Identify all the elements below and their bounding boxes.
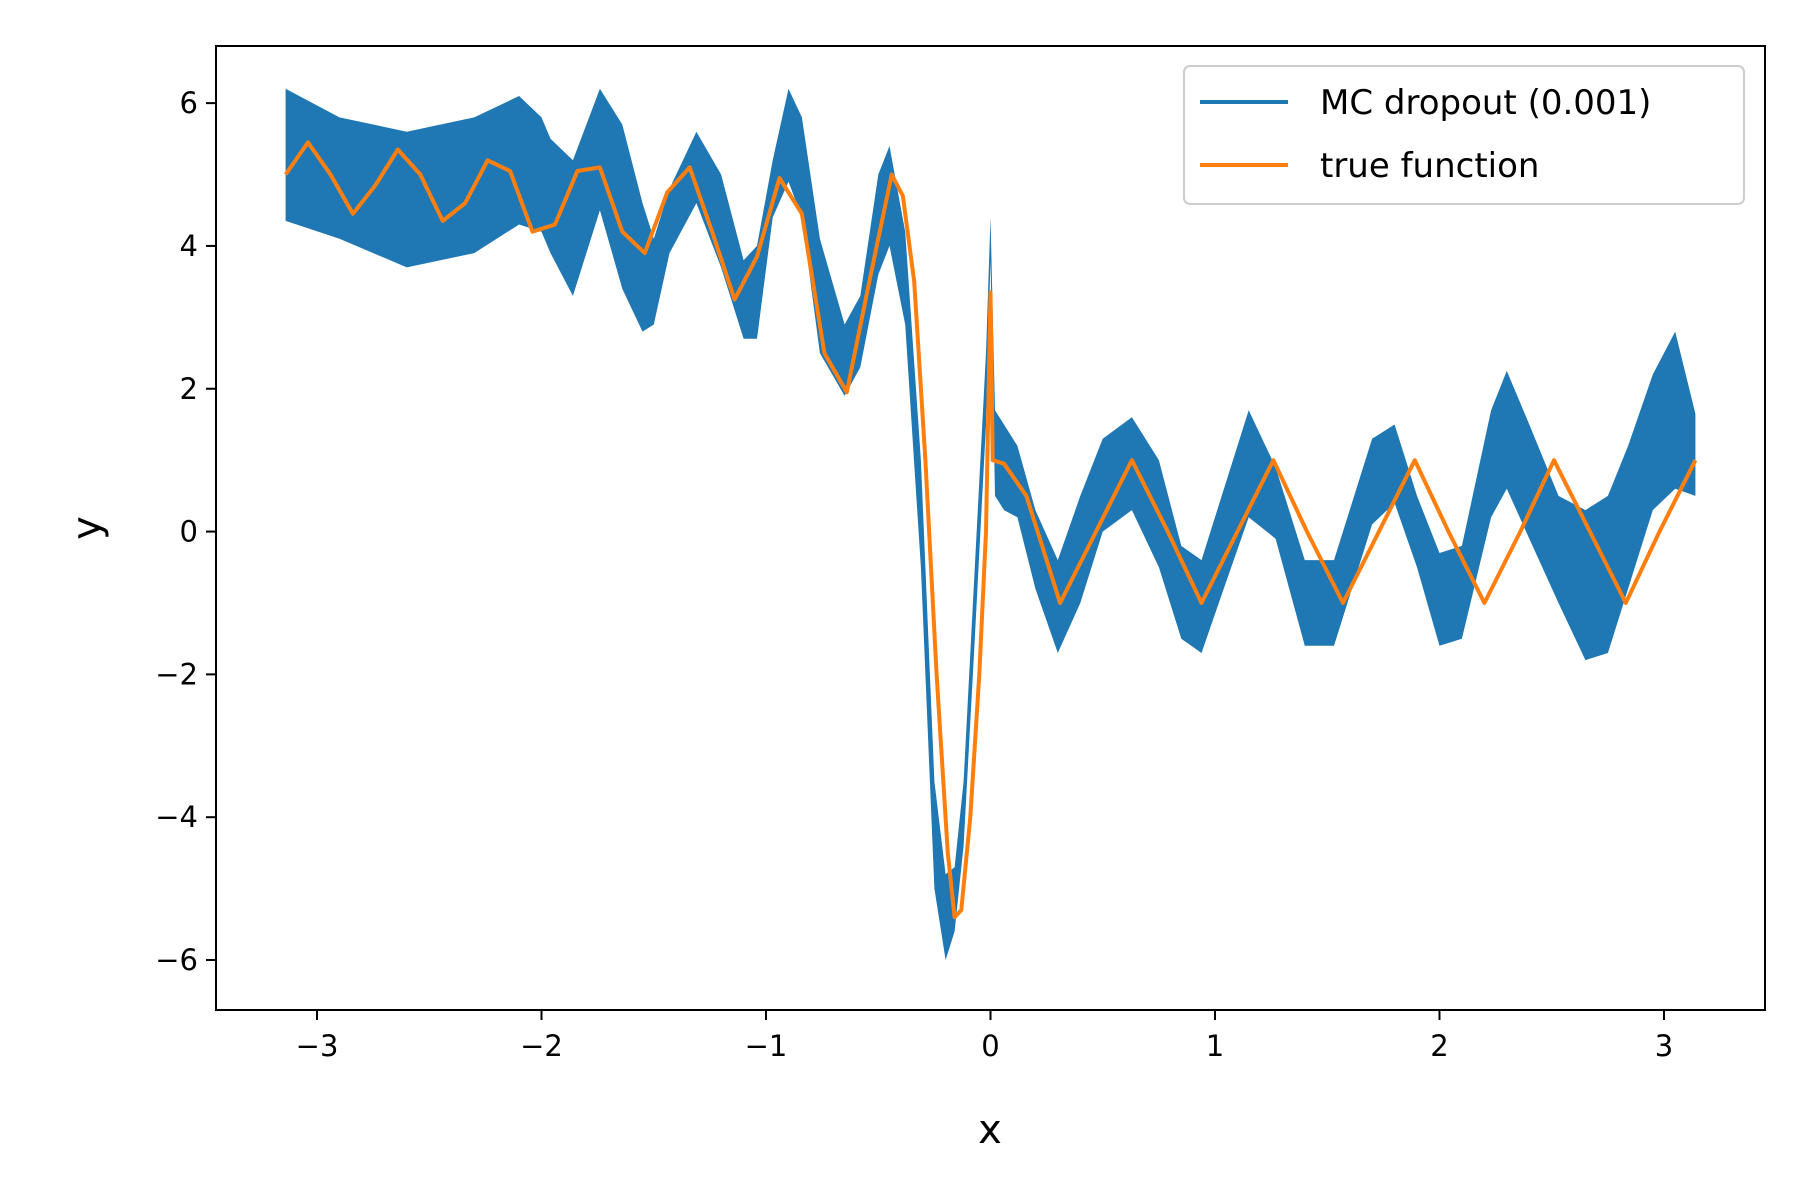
x-tick-label: 0 xyxy=(981,1029,999,1063)
x-axis-label: x xyxy=(978,1107,1002,1153)
y-tick-label: 0 xyxy=(180,515,198,549)
y-axis: −6 −4 −2 0 2 4 6 xyxy=(155,86,216,977)
true-function-line xyxy=(283,140,1698,920)
y-tick-label: 6 xyxy=(180,86,198,120)
x-tick-label: 3 xyxy=(1655,1029,1673,1063)
x-tick-label: −3 xyxy=(296,1029,339,1063)
y-tick-label: −4 xyxy=(155,800,198,834)
legend-label-mc-dropout: MC dropout (0.001) xyxy=(1320,83,1651,123)
y-tick-label: −6 xyxy=(155,943,198,977)
x-tick-label: −2 xyxy=(520,1029,563,1063)
x-tick-label: 2 xyxy=(1430,1029,1448,1063)
legend: MC dropout (0.001) true function xyxy=(1183,65,1745,205)
legend-box xyxy=(1183,65,1745,205)
series-layer xyxy=(283,88,1698,961)
y-tick-label: −2 xyxy=(155,657,198,691)
x-tick-label: 1 xyxy=(1206,1029,1224,1063)
mc-dropout-band xyxy=(285,88,1696,961)
y-tick-label: 4 xyxy=(180,229,198,263)
y-tick-label: 2 xyxy=(180,372,198,406)
y-axis-label: y xyxy=(64,516,110,540)
legend-label-true-function: true function xyxy=(1320,146,1539,186)
x-tick-label: −1 xyxy=(745,1029,788,1063)
x-axis: −3 −2 −1 0 1 2 3 xyxy=(296,1010,1673,1063)
